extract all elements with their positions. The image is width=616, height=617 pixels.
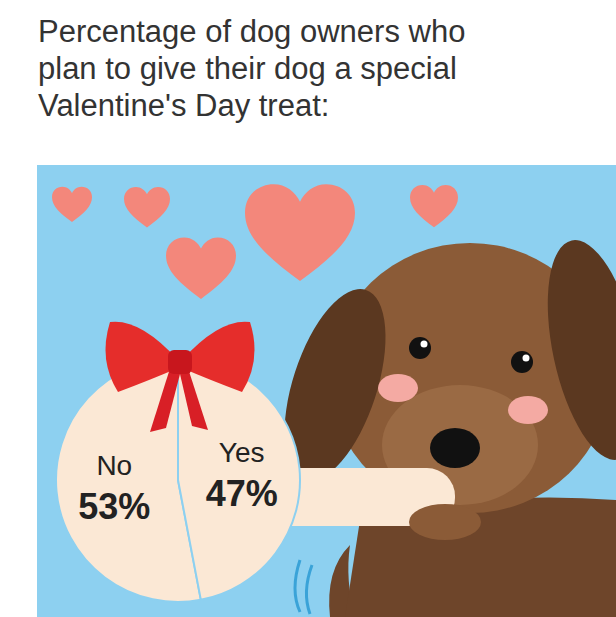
svg-text:Percentage of dog owners who: Percentage of dog owners who [38,14,465,49]
svg-text:47%: 47% [206,473,278,514]
svg-text:53%: 53% [78,486,150,527]
svg-text:plan to give their dog a speci: plan to give their dog a special [38,51,457,86]
svg-text:No: No [96,450,132,481]
svg-text:Yes: Yes [219,437,265,468]
svg-text:Valentine's Day treat:: Valentine's Day treat: [38,88,329,123]
